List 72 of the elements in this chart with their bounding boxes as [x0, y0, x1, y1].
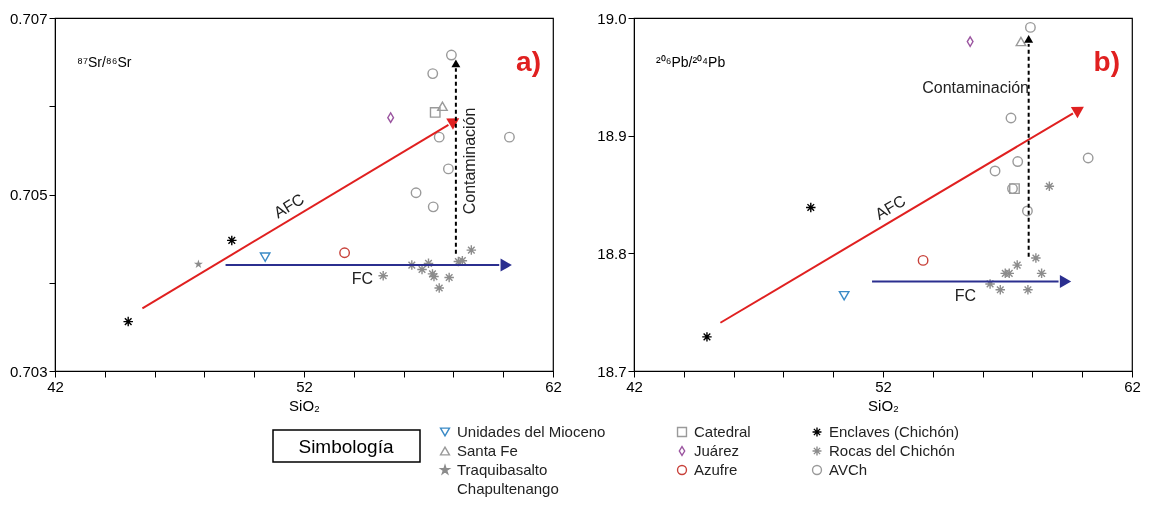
annotation: b) — [1093, 46, 1120, 77]
x-tick-label: 52 — [296, 377, 313, 395]
point — [838, 290, 850, 301]
legend-label: Santa Fe — [457, 442, 518, 459]
point — [701, 331, 713, 343]
x-tick-label: 62 — [1124, 377, 1141, 395]
legend-label: Rocas del Chichón — [829, 442, 955, 459]
point — [427, 201, 439, 213]
legend-label: Azufre — [694, 461, 738, 478]
point — [410, 187, 422, 199]
point — [429, 106, 441, 118]
point — [465, 244, 477, 256]
y-tick-label: 18.7 — [597, 362, 627, 380]
point — [1021, 205, 1033, 217]
point — [339, 247, 351, 259]
x-tick-label: 62 — [545, 377, 562, 395]
y-tick-label: 0.705 — [9, 186, 48, 203]
point — [1022, 284, 1034, 296]
point — [1015, 36, 1027, 47]
point — [1012, 156, 1024, 167]
y-tick-label: 0.707 — [9, 9, 48, 27]
point — [1005, 112, 1017, 124]
annotation: Contaminación — [922, 79, 1029, 96]
x-axis-title: SiO₂ — [289, 396, 321, 414]
y-tick-label: 0.703 — [9, 362, 48, 380]
point — [437, 101, 448, 112]
point — [1082, 152, 1094, 164]
point — [377, 270, 389, 282]
point — [433, 282, 445, 294]
point — [259, 252, 271, 262]
point — [193, 259, 203, 269]
point — [122, 316, 134, 328]
legend-label: Catedral — [694, 423, 751, 440]
legend-label: Enclaves (Chichón) — [829, 423, 960, 440]
point — [966, 36, 974, 47]
point — [442, 163, 454, 175]
point — [984, 278, 996, 290]
y-tick-label: 19.0 — [597, 9, 627, 27]
legend-label: Juárez — [694, 442, 740, 459]
y-tick-label: 18.8 — [597, 244, 627, 262]
y-axis-title: ²⁰⁶Pb/²⁰⁴Pb — [656, 54, 726, 70]
legend-title: Simbología — [298, 436, 394, 457]
series-label: FC — [351, 270, 374, 288]
x-tick-label: 42 — [626, 377, 643, 395]
point — [226, 234, 238, 246]
point — [443, 272, 455, 283]
series-label: FC — [954, 286, 976, 304]
point — [805, 202, 817, 213]
point — [1036, 267, 1048, 279]
point — [994, 284, 1006, 296]
point — [433, 131, 445, 143]
annotation: a) — [516, 46, 541, 77]
point — [445, 49, 457, 61]
point — [917, 254, 929, 266]
point — [427, 68, 439, 80]
y-axis-title: ⁸⁷Sr/⁸⁶Sr — [77, 54, 132, 70]
x-axis-title: SiO₂ — [868, 396, 900, 414]
text: AFC — [270, 190, 308, 222]
legend-label: AVCh — [829, 461, 868, 478]
legend-label: Traquibasalto Chapultenango — [457, 461, 559, 497]
y-tick-label: 18.9 — [597, 127, 627, 145]
x-tick-label: 42 — [47, 377, 64, 395]
text: Contaminación — [460, 107, 478, 215]
point — [989, 165, 1001, 177]
point — [1043, 180, 1055, 192]
legend-label: Unidades del Mioceno — [457, 423, 606, 440]
point — [1024, 21, 1036, 33]
x-tick-label: 52 — [875, 377, 892, 395]
point — [503, 131, 515, 143]
point — [1011, 259, 1023, 271]
point — [1030, 252, 1042, 264]
text: AFC — [872, 191, 909, 223]
